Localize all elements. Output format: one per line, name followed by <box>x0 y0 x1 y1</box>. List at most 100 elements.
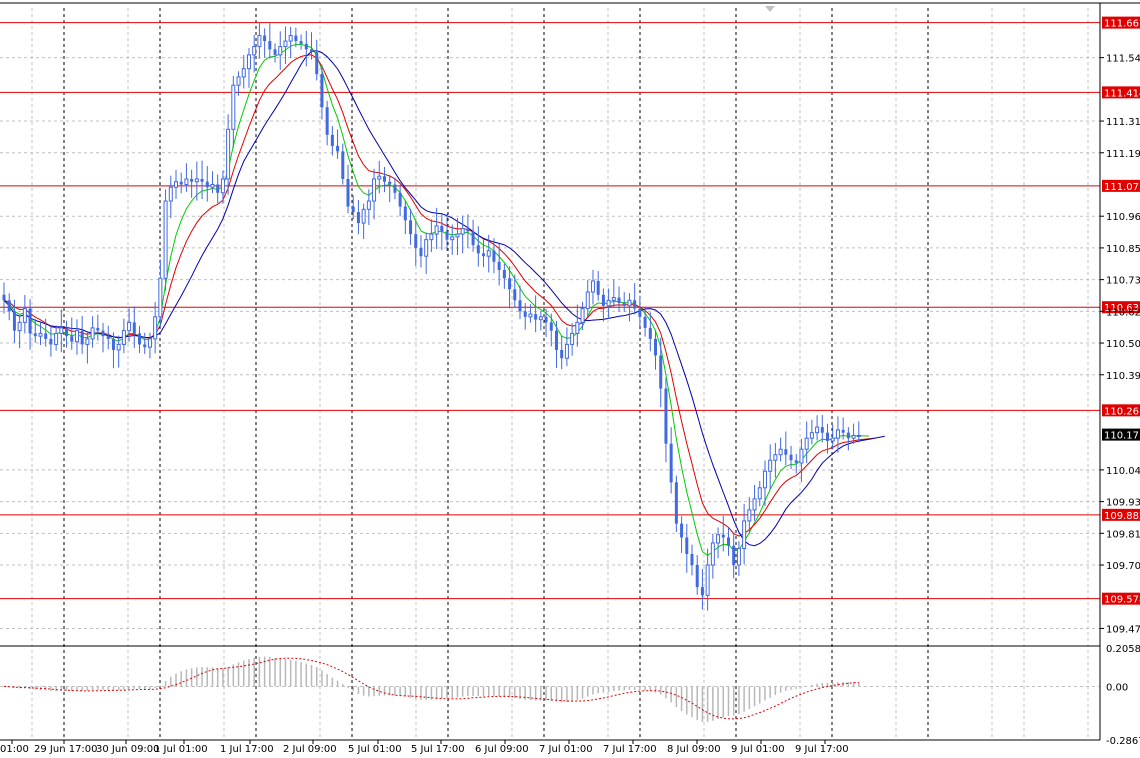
candle-body-down <box>388 181 392 185</box>
candle-body-down <box>70 336 74 342</box>
ma-slow-line <box>3 50 885 547</box>
candle-body-down <box>685 537 689 554</box>
candle-body-up <box>804 437 809 450</box>
candle-body-up <box>757 487 762 500</box>
time-tick-label: 2 Jul 09:00 <box>283 744 337 755</box>
candle-body-down <box>138 333 142 345</box>
level-label-bg <box>1102 508 1140 521</box>
candle-body-down <box>294 35 298 42</box>
candle-body-up <box>762 470 767 489</box>
candle-body-up <box>372 178 377 202</box>
candle-body-up <box>809 432 814 439</box>
candle-body-down <box>732 545 736 566</box>
candle-body-down <box>659 355 663 389</box>
candle-body-down <box>33 333 37 337</box>
candle-body-down <box>476 245 480 254</box>
candle-body-up <box>38 332 43 337</box>
candle-body-down <box>820 427 824 433</box>
candle-body-down <box>304 43 308 50</box>
price-tick-label: 110.620 <box>1106 307 1140 318</box>
candle-body-down <box>482 253 486 257</box>
candle-body-down <box>826 432 830 441</box>
candle-body-up <box>59 327 64 334</box>
candle-body-down <box>513 289 517 301</box>
time-tick-label: 6 Jul 09:00 <box>475 744 529 755</box>
candle-body-down <box>419 247 423 257</box>
candle-body-up <box>742 520 747 549</box>
candle-body-down <box>664 388 668 444</box>
candle-body-down <box>497 261 501 270</box>
candle-body-up <box>252 46 257 56</box>
horizontal-levels[interactable]: 111.667 111.414 111.075 110.635 110.261 109.8… <box>0 16 1140 606</box>
candle-body-up <box>856 434 861 437</box>
candle-body-up <box>835 429 840 439</box>
candle-body-down <box>502 269 506 279</box>
candle-body-down <box>794 460 798 463</box>
candle-body-down <box>403 206 407 221</box>
candle-body-up <box>288 35 293 42</box>
candle-body-up <box>773 454 778 461</box>
candle-body-up <box>116 343 121 351</box>
candle-body-down <box>680 523 684 538</box>
candle-body-up <box>752 498 757 511</box>
candle-body-down <box>268 41 272 50</box>
candle-body-down <box>721 534 725 538</box>
candle-body-down <box>690 554 694 566</box>
candle-body-down <box>674 482 678 524</box>
candle-body-down <box>200 178 204 182</box>
time-tick-label: 1 Jul 01:00 <box>154 744 208 755</box>
candle-body-up <box>236 76 241 86</box>
candle-body-up <box>611 297 616 301</box>
candle-body-down <box>695 565 699 588</box>
candle-body-up <box>85 338 90 345</box>
candle-body-up <box>716 534 721 544</box>
candle-body-up <box>585 291 590 310</box>
osc-tick-label: -0.2867 <box>1106 736 1140 747</box>
candle-body-up <box>377 175 382 180</box>
period-separators <box>63 8 929 740</box>
candle-body-down <box>518 300 522 312</box>
candle-body-up <box>736 547 741 566</box>
candle-body-down <box>28 308 32 334</box>
time-tick-label: 8 Jul 09:00 <box>667 744 721 755</box>
candle-body-down <box>554 330 558 350</box>
level-label: 111.414 <box>1104 88 1140 99</box>
candle-body-down <box>784 449 788 455</box>
candle-body-up <box>226 128 231 180</box>
price-tick-label: 110.965 <box>1106 212 1140 223</box>
candle-body-up <box>830 437 835 442</box>
price-tick-label: 110.045 <box>1106 466 1140 477</box>
price-tick-label: 110.505 <box>1106 339 1140 350</box>
candle-body-up <box>54 332 59 345</box>
price-axis[interactable]: 111.540 111.310 111.195 110.965 110.850 110.7… <box>1100 54 1140 747</box>
osc-signal-line <box>3 657 859 720</box>
candle-body-down <box>669 443 673 483</box>
current-price-label: 110.173 <box>1104 431 1140 442</box>
candle-body-down <box>508 278 512 290</box>
candle-body-down <box>315 52 319 75</box>
candle-body-up <box>434 225 439 235</box>
candle-body-down <box>841 429 845 433</box>
shift-marker-icon <box>765 6 775 12</box>
candle-body-down <box>65 327 69 337</box>
price-tick-label: 109.815 <box>1106 529 1140 540</box>
level-label-bg <box>1102 592 1140 605</box>
candle-body-down <box>341 151 345 179</box>
candle-body-down <box>601 294 605 306</box>
candle-body-down <box>726 537 730 546</box>
price-tick-label: 111.310 <box>1106 117 1140 128</box>
candle-body-down <box>643 316 647 328</box>
candle-body-up <box>278 46 283 56</box>
candle-body-down <box>132 322 136 334</box>
candle-body-up <box>17 321 22 332</box>
candle-body-up <box>174 181 178 188</box>
chart-grid <box>0 8 1100 740</box>
candle-body-down <box>492 250 496 262</box>
candle-body-down <box>617 297 621 304</box>
candle-body-down <box>263 35 267 42</box>
candle-body-up <box>210 183 215 188</box>
candle-body-down <box>299 41 303 44</box>
candle-body-up <box>74 330 79 343</box>
